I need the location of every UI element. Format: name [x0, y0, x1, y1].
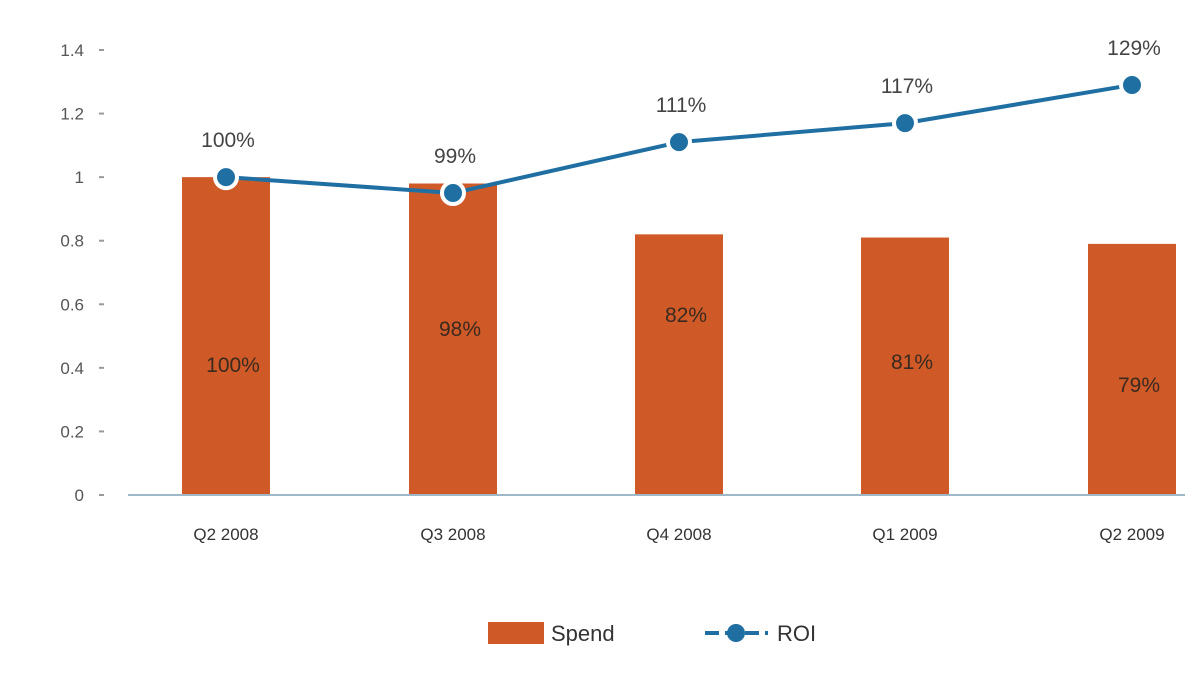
- x-tick-label: Q4 2008: [646, 525, 711, 544]
- y-tick-label: 0.6: [60, 295, 84, 314]
- spend-bar: [182, 177, 270, 495]
- legend-spend-label: Spend: [551, 621, 615, 646]
- spend-bars: [182, 177, 1176, 496]
- spend-data-label: 81%: [891, 351, 933, 374]
- roi-data-label: 100%: [201, 129, 255, 152]
- roi-data-label: 99%: [434, 145, 476, 168]
- x-tick-label: Q3 2008: [420, 525, 485, 544]
- spend-bar: [635, 234, 723, 495]
- roi-data-label: 111%: [656, 94, 707, 117]
- roi-point: [892, 110, 918, 137]
- spend-data-label: 79%: [1118, 374, 1160, 397]
- spend-bar-labels: 100% 98% 82% 81% 79%: [206, 304, 1160, 397]
- spend-data-label: 82%: [665, 304, 707, 327]
- roi-point: [1119, 71, 1145, 98]
- spend-bar: [1088, 243, 1176, 495]
- x-tick-label: Q2 2008: [193, 525, 258, 544]
- y-tick-label: 0.8: [60, 232, 84, 251]
- roi-point: [666, 129, 692, 156]
- y-tick-label: 0.4: [60, 359, 84, 378]
- y-tick-label: 1: [75, 168, 84, 187]
- legend-roi-marker: [727, 624, 745, 642]
- x-axis-labels: Q2 2008 Q3 2008 Q4 2008 Q1 2009 Q2 2009: [193, 525, 1164, 544]
- spend-data-label: 100%: [206, 354, 260, 377]
- y-tick-label: 0.2: [60, 422, 84, 441]
- roi-series: 100% 99% 111% 117% 129%: [201, 37, 1161, 207]
- spend-bar: [861, 237, 949, 496]
- y-tick-label: 1.4: [60, 41, 84, 60]
- x-tick-label: Q2 2009: [1099, 525, 1164, 544]
- roi-data-label: 117%: [881, 75, 933, 98]
- roi-point: [213, 164, 239, 191]
- y-tick-label: 1.2: [60, 105, 84, 124]
- x-tick-label: Q1 2009: [872, 525, 937, 544]
- spend-bar: [409, 183, 497, 495]
- legend-spend-swatch: [488, 622, 544, 644]
- roi-data-label: 129%: [1107, 37, 1161, 60]
- roi-point: [440, 180, 466, 207]
- legend-roi-label: ROI: [777, 621, 816, 646]
- y-tick-label: 0: [75, 486, 84, 505]
- spend-data-label: 98%: [439, 318, 481, 341]
- legend: Spend ROI: [488, 621, 816, 646]
- y-axis: 0 0.2 0.4 0.6 0.8 1 1.2 1.4: [60, 41, 104, 505]
